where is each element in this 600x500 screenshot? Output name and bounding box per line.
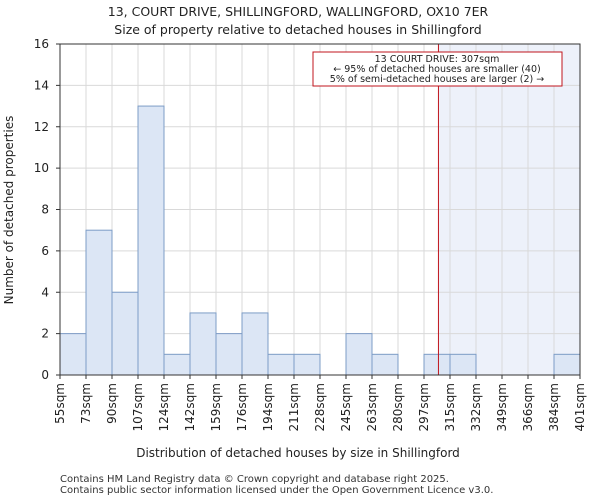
y-tick-label: 8 — [41, 203, 49, 217]
x-tick-label: 73sqm — [79, 383, 93, 424]
bar — [59, 333, 87, 376]
x-tick-label: 297sqm — [417, 383, 431, 431]
footer-licence: Contains public sector information licen… — [60, 485, 493, 496]
annotation-smaller: ← 95% of detached houses are smaller (40… — [333, 64, 540, 75]
x-tick-label: 384sqm — [547, 383, 561, 431]
y-tick-label: 16 — [34, 37, 49, 51]
x-tick-label: 332sqm — [469, 383, 483, 431]
x-tick-label: 211sqm — [287, 383, 301, 431]
annotation-larger: 5% of semi-detached houses are larger (2… — [330, 74, 544, 85]
y-tick-label: 14 — [34, 78, 49, 92]
x-tick-label: 401sqm — [573, 383, 587, 431]
bar — [553, 353, 581, 376]
y-tick-label: 2 — [41, 327, 49, 341]
y-axis-label: Number of detached properties — [2, 116, 16, 305]
bar — [215, 333, 243, 376]
x-tick-label: 55sqm — [53, 383, 67, 424]
bars — [59, 105, 581, 376]
x-axis-ticks: 55sqm 73sqm 90sqm 107sqm 124sqm 142sqm 159sqm 1… — [53, 375, 587, 431]
x-tick-label: 228sqm — [313, 383, 327, 431]
bar — [267, 353, 295, 376]
footer-copyright: Contains HM Land Registry data © Crown c… — [60, 474, 449, 485]
bar — [423, 353, 451, 376]
x-tick-label: 349sqm — [495, 383, 509, 431]
y-axis-ticks: 0 2 4 6 8 10 12 14 16 — [34, 37, 60, 382]
bar — [293, 353, 321, 376]
annotation-title: 13 COURT DRIVE: 307sqm — [375, 54, 500, 65]
bar — [111, 291, 139, 376]
annotation-box: 13 COURT DRIVE: 307sqm ← 95% of detached… — [312, 51, 563, 87]
y-tick-label: 12 — [34, 120, 49, 134]
x-tick-label: 176sqm — [235, 383, 249, 431]
x-tick-label: 194sqm — [261, 383, 275, 431]
x-tick-label: 263sqm — [365, 383, 379, 431]
bar — [137, 105, 165, 376]
bar — [241, 312, 269, 376]
x-tick-label: 280sqm — [391, 383, 405, 431]
y-tick-label: 4 — [41, 285, 49, 299]
y-tick-label: 6 — [41, 244, 49, 258]
bar — [449, 353, 477, 376]
bar — [345, 333, 373, 376]
x-tick-label: 245sqm — [339, 383, 353, 431]
annotation-frame — [312, 51, 563, 87]
bar — [163, 353, 191, 376]
bar — [189, 312, 217, 376]
chart-subtitle: Size of property relative to detached ho… — [114, 22, 481, 37]
chart-title: 13, COURT DRIVE, SHILLINGFORD, WALLINGFO… — [108, 4, 489, 19]
y-tick-label: 10 — [34, 161, 49, 175]
bar — [85, 229, 113, 376]
x-tick-label: 315sqm — [443, 383, 457, 431]
x-tick-label: 159sqm — [209, 383, 223, 431]
x-tick-label: 90sqm — [105, 383, 119, 424]
x-tick-label: 124sqm — [157, 383, 171, 431]
x-tick-label: 366sqm — [521, 383, 535, 431]
bar — [371, 353, 399, 376]
x-tick-label: 142sqm — [183, 383, 197, 431]
x-axis-label: Distribution of detached houses by size … — [136, 446, 460, 460]
y-tick-label: 0 — [41, 368, 49, 382]
x-tick-label: 107sqm — [131, 383, 145, 431]
